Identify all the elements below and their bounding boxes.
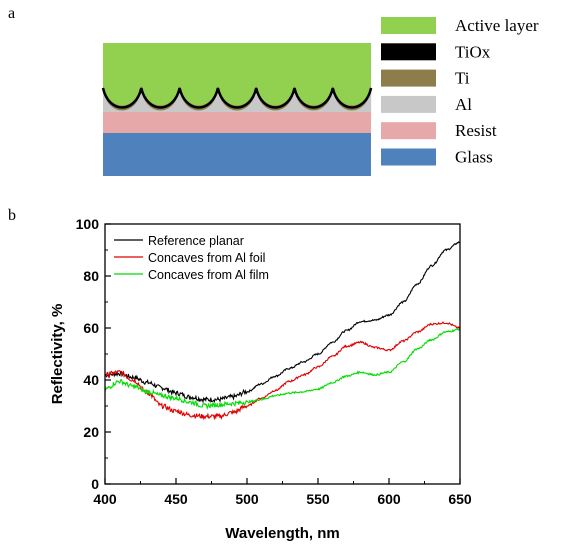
legend-a-label-4: Resist <box>455 121 497 140</box>
reflectivity-chart: 400 450 500 550 600 650 0 20 40 60 80 100 Wavelength… <box>49 216 472 542</box>
legend-a-label-3: Al <box>455 95 472 114</box>
x-tick-label-5: 650 <box>448 491 472 507</box>
y-tick-label-2: 40 <box>83 372 99 388</box>
legend-a-label-0: Active layer <box>455 16 539 35</box>
y-tick-label-5: 100 <box>76 216 100 232</box>
legend-a-swatch-0 <box>381 17 436 34</box>
resist-layer <box>103 112 371 133</box>
x-tick-label-2: 500 <box>235 491 259 507</box>
series-line-1 <box>104 321 460 421</box>
panel-a: a Active layer TiOx Ti Al Resist Glass <box>8 5 539 176</box>
y-tick-label-3: 60 <box>83 320 99 336</box>
y-axis-label: Reflectivity, % <box>49 304 66 405</box>
x-axis-label: Wavelength, nm <box>225 525 339 542</box>
legend-a-swatch-2 <box>381 69 436 87</box>
y-tick-label-4: 80 <box>83 268 99 284</box>
x-tick-label-4: 600 <box>377 491 401 507</box>
series-line-2 <box>104 328 461 411</box>
y-tick-label-0: 0 <box>91 476 99 492</box>
legend-a-swatch-1 <box>381 43 436 61</box>
legend-a-swatch-4 <box>381 122 436 140</box>
legend-a-label-5: Glass <box>455 148 493 167</box>
y-tick-label-1: 20 <box>83 424 99 440</box>
glass-block <box>103 133 371 176</box>
legend-b-label-2: Concaves from Al film <box>148 268 269 282</box>
legend-a-swatch-3 <box>381 95 436 113</box>
panel-b: b 400 450 500 550 600 650 0 20 40 60 80 100 Waveleng… <box>8 207 472 542</box>
panel-b-label: b <box>8 207 16 224</box>
legend-a-label-2: Ti <box>455 69 470 88</box>
x-tick-label-0: 400 <box>93 491 117 507</box>
device-cross-section <box>101 43 373 176</box>
legend-b-label-1: Concaves from Al foil <box>148 251 265 265</box>
tiox-layer <box>101 87 373 109</box>
x-tick-label-3: 550 <box>306 491 330 507</box>
legend-b-label-0: Reference planar <box>148 234 244 248</box>
legend-a: Active layer TiOx Ti Al Resist Glass <box>381 16 539 167</box>
panel-a-label: a <box>8 5 15 22</box>
series-line-0 <box>104 241 461 404</box>
legend-a-swatch-5 <box>381 148 436 166</box>
legend-a-label-1: TiOx <box>455 42 491 61</box>
concave-layers <box>101 86 373 133</box>
x-tick-label-1: 450 <box>164 491 188 507</box>
